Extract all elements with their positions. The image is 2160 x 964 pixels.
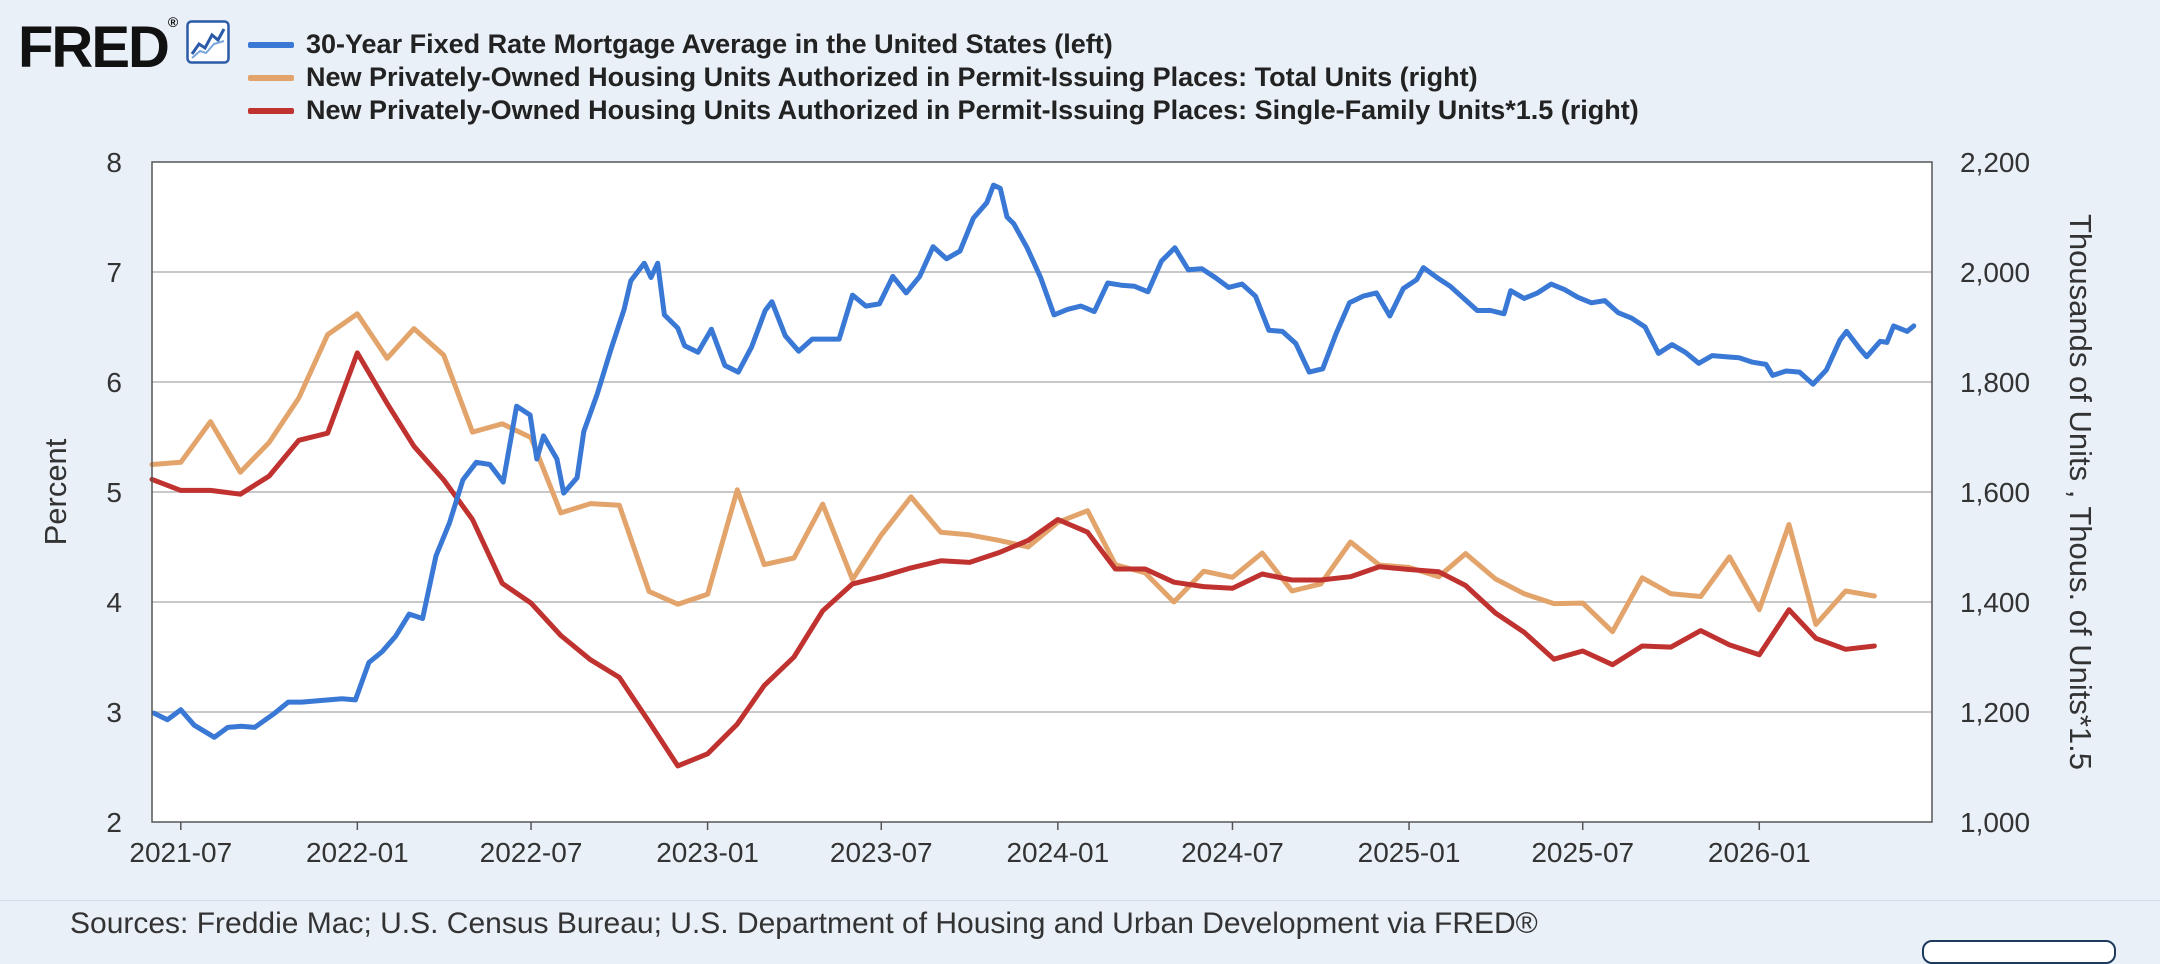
x-tick-label: 2024-07 bbox=[1181, 837, 1284, 868]
left-tick-label: 5 bbox=[106, 477, 122, 508]
legend-swatch-total-units bbox=[248, 75, 294, 81]
legend-label-total-units: New Privately-Owned Housing Units Author… bbox=[306, 62, 1478, 92]
right-axis-ticks: 1,000 1,200 1,400 1,600 1,800 2,000 2,200 bbox=[1960, 147, 2030, 838]
fred-logo[interactable]: FRED® bbox=[18, 14, 178, 81]
right-tick-label: 2,000 bbox=[1960, 257, 2030, 288]
right-axis-title: Thousands of Units , Thous. of Units*1.5 bbox=[2063, 214, 2098, 770]
left-tick-label: 4 bbox=[106, 587, 122, 618]
plot-frame bbox=[151, 161, 1933, 823]
x-tick-label: 2024-01 bbox=[1006, 837, 1109, 868]
series-line-single-family[interactable] bbox=[149, 350, 1877, 769]
x-tick-label: 2025-01 bbox=[1358, 837, 1461, 868]
source-footer: Sources: Freddie Mac; U.S. Census Bureau… bbox=[0, 900, 2160, 947]
x-axis-ticks: 2021-07 2022-01 2022-07 2023-01 2023-07 2024-… bbox=[129, 822, 1811, 868]
line-graph-icon[interactable] bbox=[186, 20, 230, 64]
x-tick-label: 2021-07 bbox=[129, 837, 232, 868]
right-tick-label: 2,200 bbox=[1960, 147, 2030, 178]
left-tick-label: 2 bbox=[106, 807, 122, 838]
right-tick-label: 1,200 bbox=[1960, 697, 2030, 728]
right-tick-label: 1,000 bbox=[1960, 807, 2030, 838]
x-tick-label: 2023-01 bbox=[656, 837, 759, 868]
logo-registered-mark: ® bbox=[167, 14, 179, 30]
right-tick-label: 1,800 bbox=[1960, 367, 2030, 398]
left-tick-label: 6 bbox=[106, 367, 122, 398]
legend-swatch-single-family bbox=[248, 108, 294, 114]
footer-button[interactable] bbox=[1922, 940, 2116, 964]
chart-header: FRED® 30-Year Fixed Rate Mortgage Averag… bbox=[0, 0, 2160, 140]
right-tick-label: 1,400 bbox=[1960, 587, 2030, 618]
series-line-mortgage-rate[interactable] bbox=[151, 182, 1917, 740]
legend-label-mortgage: 30-Year Fixed Rate Mortgage Average in t… bbox=[306, 29, 1113, 59]
legend-label-single-family: New Privately-Owned Housing Units Author… bbox=[306, 95, 1639, 125]
left-tick-label: 8 bbox=[106, 147, 122, 178]
source-text: Sources: Freddie Mac; U.S. Census Bureau… bbox=[70, 907, 1538, 940]
x-tick-label: 2022-01 bbox=[306, 837, 409, 868]
logo-wordmark: FRED bbox=[18, 15, 170, 80]
x-tick-label: 2022-07 bbox=[480, 837, 583, 868]
right-tick-label: 1,600 bbox=[1960, 477, 2030, 508]
line-chart[interactable]: 2 3 4 5 6 7 8 1,000 1,200 1,400 1,600 1,800 2,000 2,… bbox=[0, 0, 2160, 900]
x-tick-label: 2026-01 bbox=[1708, 837, 1811, 868]
series-line-total-units[interactable] bbox=[149, 311, 1877, 635]
x-tick-label: 2023-07 bbox=[830, 837, 933, 868]
left-axis-ticks: 2 3 4 5 6 7 8 bbox=[106, 147, 122, 838]
series-lines bbox=[149, 182, 1917, 769]
left-axis-title: Percent bbox=[38, 438, 73, 545]
left-tick-label: 7 bbox=[106, 257, 122, 288]
left-tick-label: 3 bbox=[106, 697, 122, 728]
x-tick-label: 2025-07 bbox=[1531, 837, 1634, 868]
gridlines bbox=[152, 271, 1932, 713]
legend-swatch-mortgage bbox=[248, 42, 294, 48]
